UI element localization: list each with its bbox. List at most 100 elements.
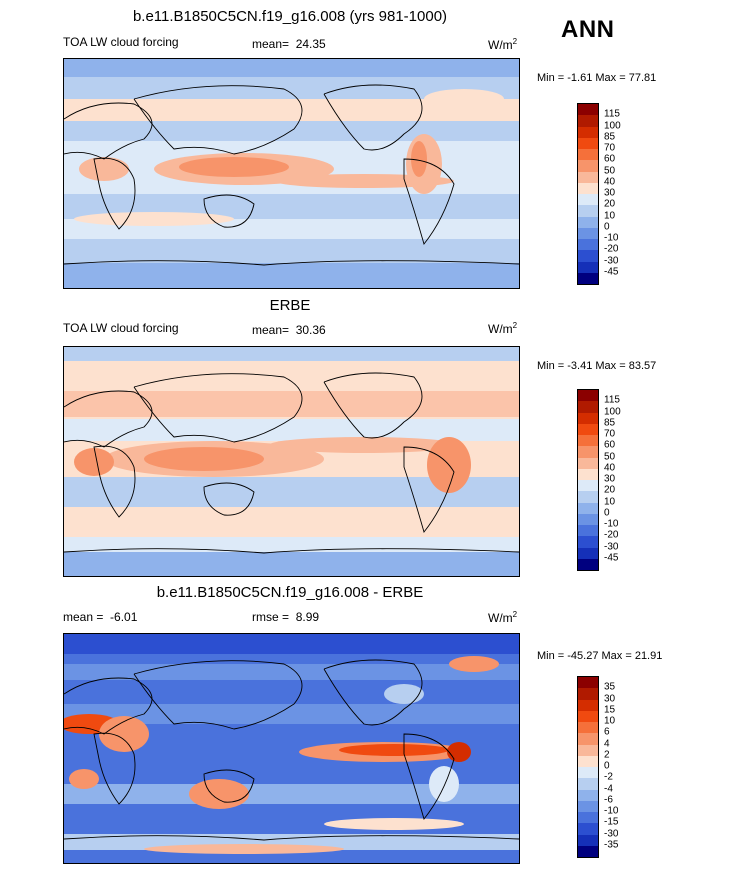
colorbar-tick-label: 115: [604, 394, 620, 406]
colorbar-segment: [578, 160, 598, 172]
panel2-minmax: Min = -3.41 Max = 83.57: [537, 360, 657, 372]
colorbar-segment: [578, 502, 598, 514]
colorbar-tick-label: -35: [604, 839, 619, 851]
colorbar-tick-label: 70: [604, 142, 616, 154]
colorbar-segment: [578, 755, 598, 767]
colorbar-segment: [578, 412, 598, 424]
panel2-mean: mean= 30.36: [252, 323, 326, 337]
panel3-map-svg: [64, 634, 519, 863]
colorbar-segment: [578, 547, 598, 559]
colorbar-tick-label: 50: [604, 165, 616, 176]
colorbar-segment: [578, 558, 598, 570]
colorbar-segment: [578, 823, 598, 835]
colorbar-segment: [578, 710, 598, 722]
colorbar-segment: [578, 744, 598, 756]
panel1-minmax: Min = -1.61 Max = 77.81: [537, 72, 657, 84]
colorbar-tick-label: 85: [604, 417, 616, 429]
colorbar-tick-label: -15: [604, 816, 619, 828]
colorbar-tick-label: -10: [604, 805, 619, 817]
season-label: ANN: [561, 16, 615, 43]
colorbar-segment: [578, 513, 598, 525]
colorbar-tick-label: 35: [604, 681, 616, 693]
colorbar-segment: [578, 457, 598, 469]
panel3-map: [63, 633, 520, 864]
colorbar-tick-label: 40: [604, 176, 616, 188]
colorbar-tick-label: 2: [604, 749, 610, 761]
colorbar-segment: [578, 845, 598, 857]
colorbar-tick-label: 20: [604, 484, 616, 496]
colorbar-segment: [578, 423, 598, 435]
colorbar-segment: [578, 104, 598, 116]
panel3-rmse-label: rmse =: [252, 610, 290, 624]
colorbar-tick-label: 100: [604, 120, 621, 131]
panel1-mean: mean= 24.35: [252, 37, 326, 51]
colorbar-tick-label: 20: [604, 198, 616, 210]
colorbar-segment: [578, 182, 598, 194]
panel3-mean: mean = -6.01: [63, 610, 137, 624]
colorbar-tick-label: 0: [604, 507, 610, 519]
colorbar-segment: [578, 216, 598, 228]
colorbar-segment: [578, 812, 598, 824]
panel2-variable: TOA LW cloud forcing: [63, 321, 179, 335]
panel2-units: W/m2: [488, 321, 518, 336]
colorbar-tick-label: 10: [604, 210, 616, 221]
colorbar-tick-label: 60: [604, 153, 616, 165]
colorbar-segment: [578, 722, 598, 734]
panel2-map: [63, 346, 520, 577]
colorbar-segment: [578, 778, 598, 790]
colorbar-tick-label: 30: [604, 187, 616, 199]
colorbar-segment: [578, 767, 598, 779]
colorbar-tick-label: -4: [604, 783, 613, 794]
colorbar-segment: [578, 194, 598, 206]
colorbar-tick-label: -2: [604, 771, 613, 783]
colorbar-segment: [578, 205, 598, 217]
colorbar-segment: [578, 390, 598, 402]
panel1-colorbar: [577, 103, 599, 285]
colorbar-segment: [578, 401, 598, 413]
panel1-units: W/m2: [488, 37, 518, 52]
colorbar-tick-label: -6: [604, 794, 613, 806]
colorbar-segment: [578, 468, 598, 480]
colorbar-segment: [578, 435, 598, 447]
panel3-units: W/m2: [488, 610, 518, 625]
panel1-map-svg: [64, 59, 519, 288]
colorbar-segment: [578, 789, 598, 801]
panel2-mean-value: 30.36: [295, 323, 326, 337]
panel1-mean-value: 24.35: [295, 37, 326, 51]
panel3-colorbar: [577, 676, 599, 858]
colorbar-tick-label: 6: [604, 726, 610, 738]
colorbar-segment: [578, 446, 598, 458]
colorbar-segment: [578, 480, 598, 492]
panel1-title: b.e11.B1850C5CN.f19_g16.008 (yrs 981-100…: [132, 8, 448, 25]
colorbar-segment: [578, 699, 598, 711]
colorbar-tick-label: 50: [604, 451, 616, 462]
colorbar-segment: [578, 239, 598, 251]
colorbar-tick-label: -45: [604, 552, 619, 564]
panel2-title: ERBE: [269, 297, 311, 314]
colorbar-segment: [578, 733, 598, 745]
colorbar-segment: [578, 137, 598, 149]
panel2-colorbar: [577, 389, 599, 571]
colorbar-tick-label: -20: [604, 243, 619, 255]
colorbar-segment: [578, 261, 598, 273]
colorbar-tick-label: -30: [604, 541, 619, 552]
panel1-mean-label: mean=: [252, 37, 290, 51]
colorbar-tick-label: -45: [604, 266, 619, 278]
colorbar-segment: [578, 688, 598, 700]
colorbar-tick-label: 40: [604, 462, 616, 474]
colorbar-tick-label: 85: [604, 131, 616, 143]
colorbar-segment: [578, 536, 598, 548]
colorbar-tick-label: 15: [604, 704, 616, 716]
colorbar-tick-label: -10: [604, 518, 619, 530]
panel3-minmax: Min = -45.27 Max = 21.91: [537, 650, 663, 662]
colorbar-tick-label: 4: [604, 738, 610, 749]
colorbar-tick-label: 115: [604, 108, 620, 120]
colorbar-segment: [578, 149, 598, 161]
colorbar-segment: [578, 227, 598, 239]
colorbar-tick-label: -30: [604, 828, 619, 839]
panel1-map: [63, 58, 520, 289]
panel3-title: b.e11.B1850C5CN.f19_g16.008 - ERBE: [156, 584, 424, 601]
panel1-variable: TOA LW cloud forcing: [63, 35, 179, 49]
colorbar-tick-label: 10: [604, 496, 616, 507]
colorbar-segment: [578, 677, 598, 689]
